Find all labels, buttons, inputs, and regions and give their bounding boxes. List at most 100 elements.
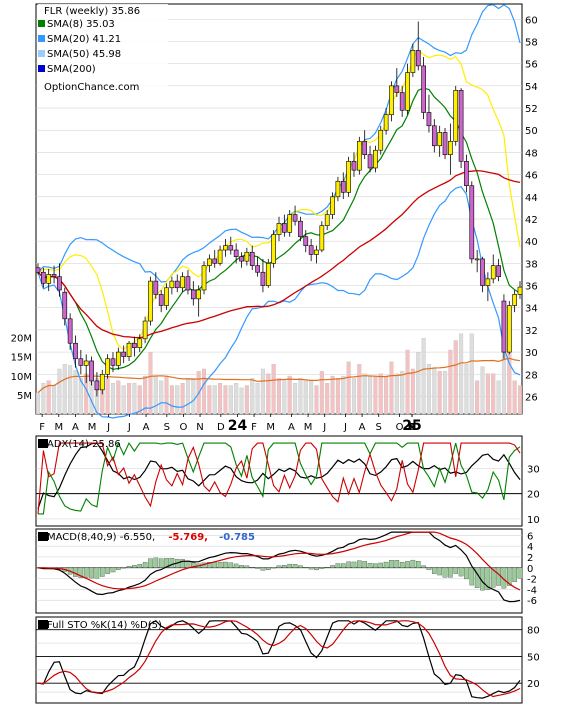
x-tick-label: M [408, 422, 417, 433]
volume-bar [212, 385, 217, 415]
candle-body [378, 129, 384, 151]
y-tick-label: 58 [525, 37, 538, 48]
macd-hist-bar [292, 564, 298, 568]
volume-bar [357, 364, 362, 415]
candle-body [512, 294, 517, 306]
volume-bar [480, 366, 485, 415]
volume-bar [260, 368, 265, 415]
volume-bar [105, 378, 110, 415]
candle-body [115, 351, 121, 366]
volume-bar [207, 385, 212, 415]
candle-body [239, 256, 244, 262]
x-tick-label: S [164, 422, 170, 433]
macd-hist-bar [405, 561, 410, 568]
volume-bar [62, 364, 67, 415]
macd-hist-bar [319, 567, 325, 569]
volume-bar [346, 361, 351, 415]
volume-tick-label: 5M [17, 391, 32, 402]
candle-body [469, 185, 475, 260]
volume-bar [496, 380, 501, 415]
candle-body [169, 280, 175, 289]
candle-body [35, 267, 41, 273]
candle-body [458, 90, 464, 162]
candle-body [51, 274, 57, 277]
volume-tick-label: 10M [11, 372, 32, 383]
macd-hist-bar [330, 565, 335, 568]
volume-bar [201, 368, 207, 415]
candle-body [164, 287, 169, 306]
volume-bar [394, 373, 399, 415]
candle-body [292, 214, 298, 222]
volume-bar [405, 349, 410, 415]
candle-body [314, 249, 319, 255]
candle-body [464, 161, 469, 187]
volume-bar [512, 380, 517, 415]
candle-body [249, 251, 255, 266]
candle-body [132, 342, 137, 348]
macd-hist-bar [442, 567, 448, 578]
y-tick-label: 44 [525, 193, 538, 204]
volume-bar [68, 365, 73, 415]
x-tick-label: J [322, 422, 326, 433]
volume-bar [132, 382, 137, 415]
volume-bar [148, 352, 153, 415]
volume-bar [426, 364, 431, 415]
volume-bar [153, 375, 158, 415]
volume-bar [271, 364, 276, 415]
volume-bar [325, 382, 330, 415]
macd-hist-bar [298, 565, 303, 568]
volume-bar [191, 378, 196, 415]
candle-body [153, 280, 159, 295]
x-tick-label: J [127, 422, 131, 433]
macd-hist-bar [308, 567, 314, 570]
candle-body [340, 180, 346, 193]
y-tick-label: 20 [527, 490, 540, 501]
volume-bar [276, 378, 282, 415]
candle-body [105, 358, 110, 375]
legend-swatch [38, 65, 45, 72]
macd-hist-bar [410, 559, 416, 568]
candle-body [185, 276, 191, 291]
volume-bar [137, 385, 142, 415]
volume-bar [180, 382, 185, 415]
candle-body [276, 223, 282, 235]
macd-hist-bar [399, 561, 405, 568]
volume-bar [314, 385, 319, 415]
candle-body [83, 360, 89, 366]
macd-hist-bar [324, 567, 330, 568]
macd-hist-bar [469, 567, 475, 586]
y-tick-label: 0 [527, 564, 533, 575]
volume-bar [368, 375, 373, 415]
y-tick-label: 42 [525, 215, 538, 226]
macd-hist-bar [496, 567, 501, 586]
candle-body [228, 245, 234, 251]
candle-body [158, 294, 164, 306]
macd-hist-bar [260, 567, 266, 571]
candle-body [255, 265, 260, 273]
candle-body [324, 214, 330, 226]
macd-hist-bar [335, 563, 341, 568]
candle-body [174, 280, 180, 289]
y-tick-label: 2 [527, 553, 533, 564]
y-tick-label: 28 [525, 370, 538, 381]
volume-bar [234, 382, 239, 415]
candle-body [405, 72, 410, 111]
macd-hist-bar [180, 559, 185, 568]
volume-bar [432, 368, 437, 415]
candle-body [282, 223, 287, 233]
y-tick-label: 54 [525, 82, 538, 93]
candle-body [480, 258, 485, 286]
volume-bar [169, 385, 174, 415]
svg-text:MACD(8,40,9) -6.550, -5.: MACD(8,40,9) -6.550, -5.769, -0.785 [47, 532, 255, 543]
candle-body [303, 236, 309, 246]
macd-hist-bar [426, 567, 432, 570]
macd-hist-bar [191, 562, 196, 568]
macd-hist-bar [89, 567, 94, 579]
macd-hist-bar [126, 566, 132, 568]
x-tick-label: 24 [228, 418, 248, 434]
volume-bar [175, 385, 180, 415]
candle-body [389, 85, 394, 116]
volume-bar [218, 382, 223, 415]
macd-hist-bar [346, 561, 351, 568]
